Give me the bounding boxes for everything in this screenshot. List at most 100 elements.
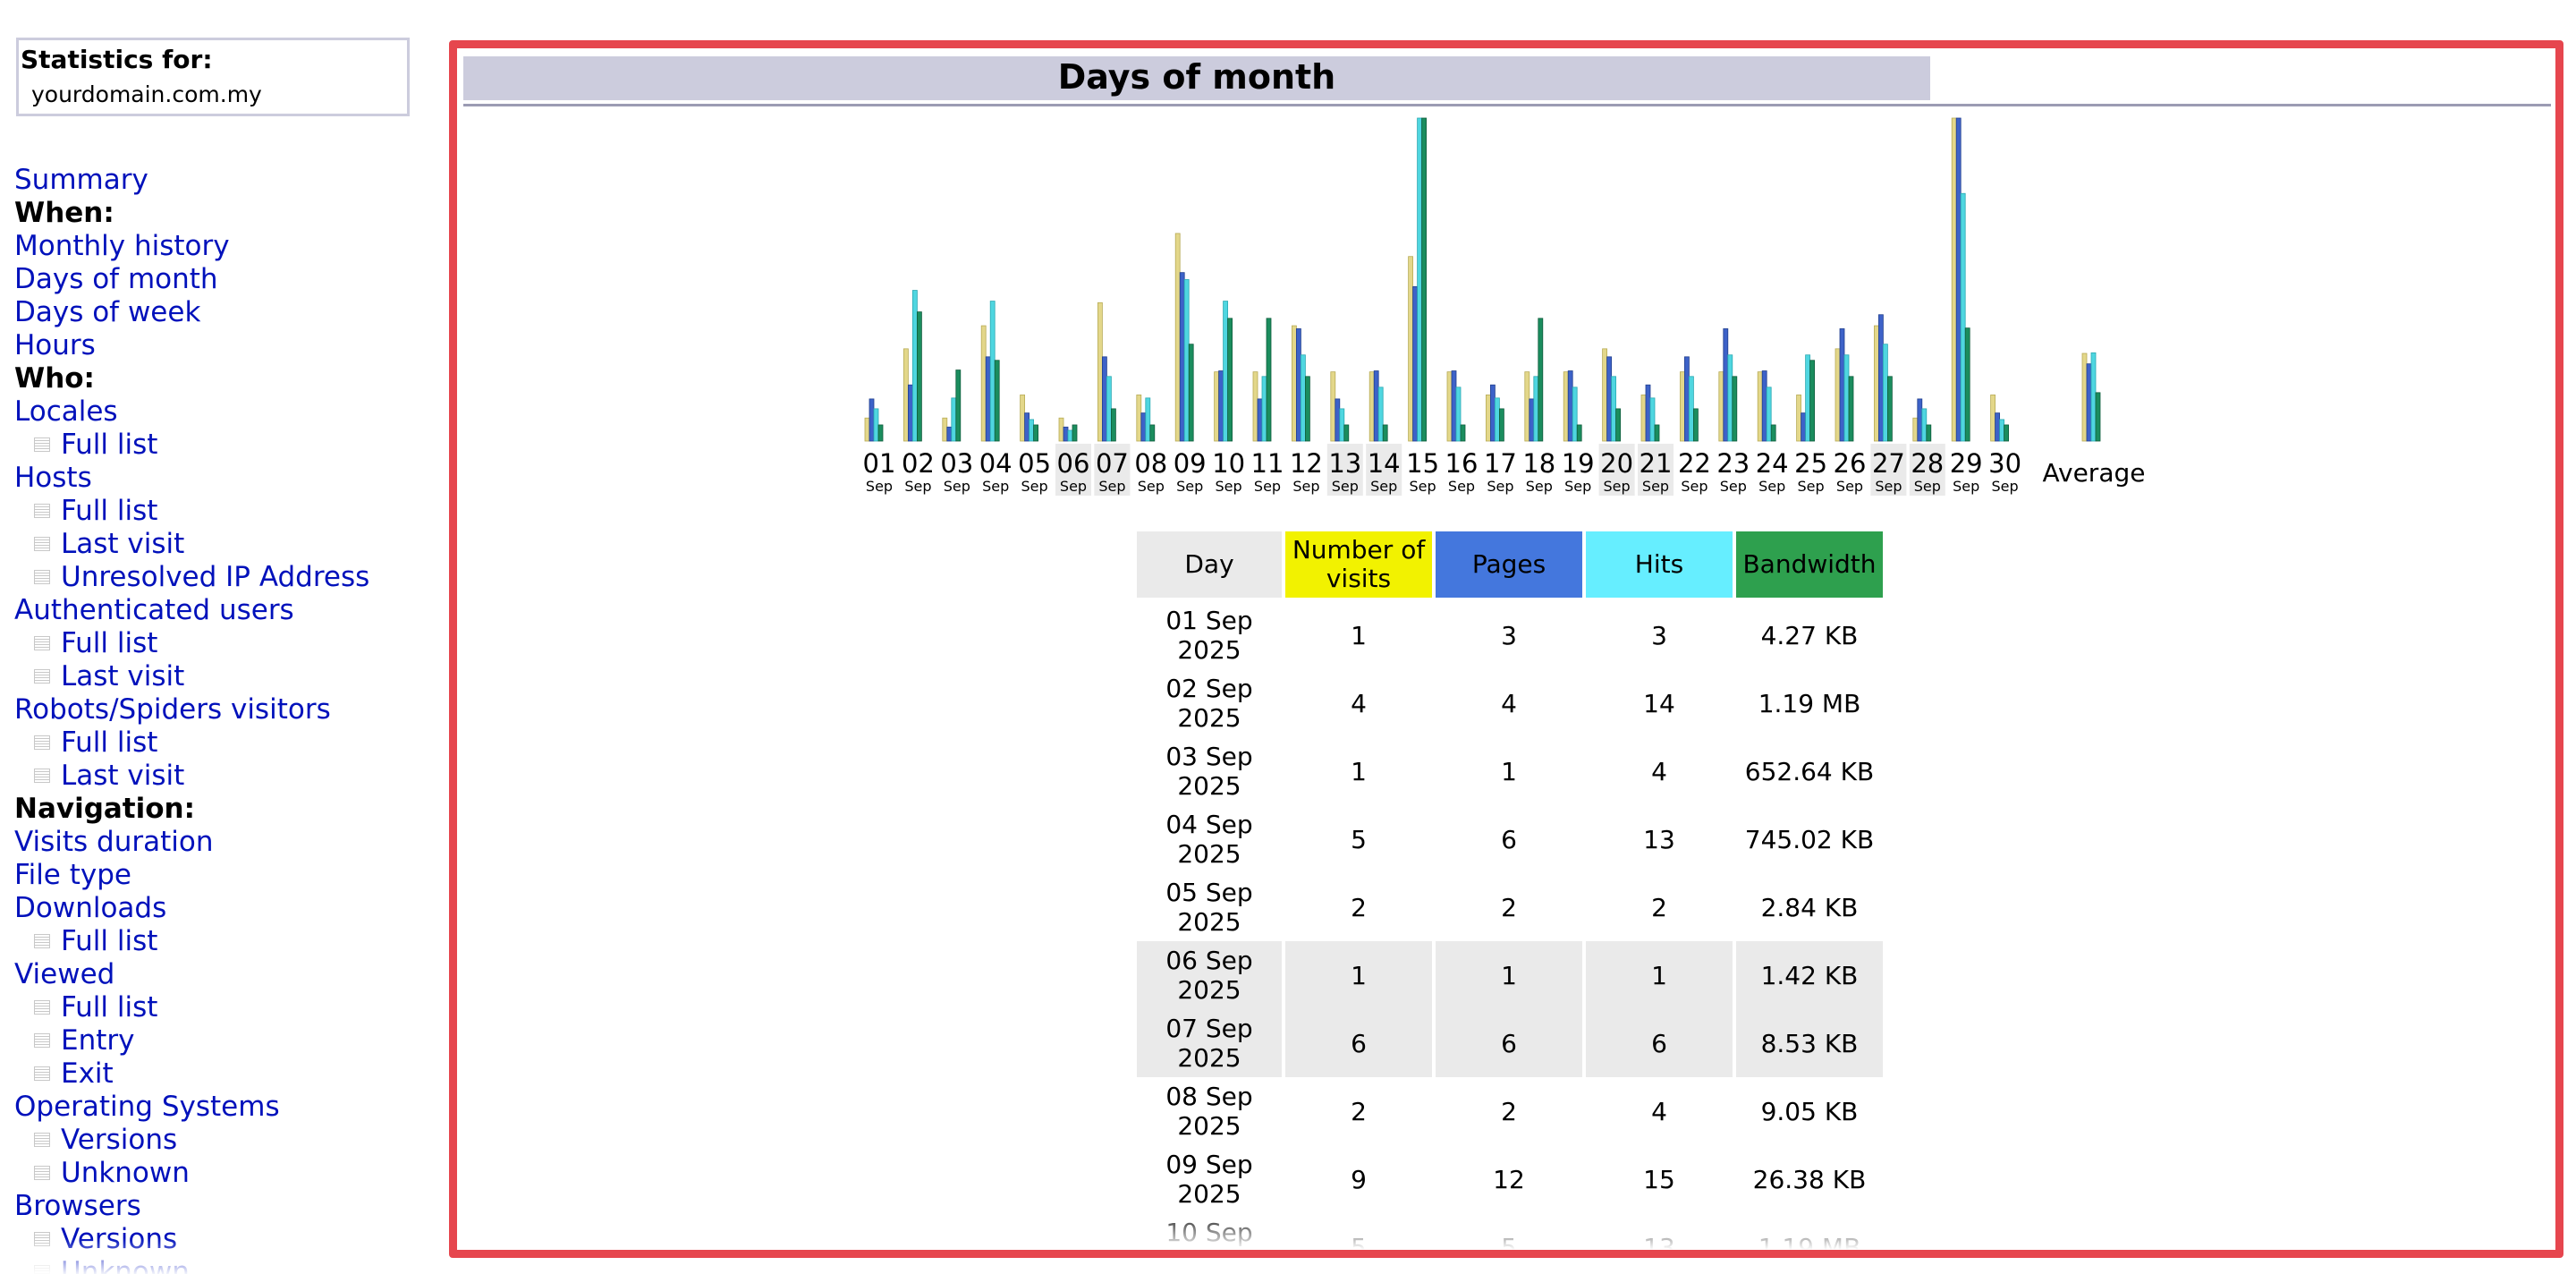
menu-os-versions-link[interactable]: Versions (61, 1124, 178, 1156)
x-tick-sublabel: Sep (1720, 478, 1747, 495)
main-content: Days of month 01 Sep 02 Sep 03 Sep 04 Sep 05 Sep 0… (449, 40, 2563, 1258)
menu-auth-full-list-link[interactable]: Full list (61, 627, 158, 659)
bar-day-13-hits (1339, 408, 1345, 442)
bar-day-22-hits (1689, 376, 1694, 442)
list-bullet-icon (34, 503, 50, 518)
menu-browsers[interactable]: Browsers (14, 1190, 369, 1223)
bar-day-30-pages (1995, 412, 2000, 442)
column-header: Bandwidth (1736, 531, 1883, 601)
menu-viewed-exit[interactable]: Exit (14, 1057, 369, 1091)
menu-file-type-link[interactable]: File type (14, 859, 131, 891)
menu-robots-full-list[interactable]: Full list (14, 726, 369, 760)
menu-hosts-link[interactable]: Hosts (14, 462, 92, 494)
menu-locales[interactable]: Locales (14, 395, 369, 429)
bar-day-12-bandwidth (1305, 376, 1310, 442)
menu-hosts-unresolved-ip-link[interactable]: Unresolved IP Address (61, 561, 370, 593)
menu-hours[interactable]: Hours (14, 329, 369, 362)
bar-day-23-hits (1727, 354, 1733, 442)
menu-locales-full-list-link[interactable]: Full list (61, 429, 158, 461)
bar-day-07-number-of-visits (1097, 302, 1103, 442)
bar-day-13-pages (1335, 398, 1341, 442)
menu-file-type[interactable]: File type (14, 859, 369, 892)
days-of-month-table: Day Number of visits Pages Hits Bandwidth 01… (1133, 531, 1886, 1250)
x-tick-label: 17 (1484, 448, 1517, 479)
menu-summary[interactable]: Summary (14, 164, 369, 197)
bar-day-22-number-of-visits (1680, 371, 1685, 442)
menu-days-of-month[interactable]: Days of month (14, 263, 369, 296)
domain-name: yourdomain.com.my (31, 81, 262, 107)
menu-hosts-last-visit-link[interactable]: Last visit (61, 528, 185, 560)
menu-robots-full-list-link[interactable]: Full list (61, 726, 158, 759)
menu-auth-full-list[interactable]: Full list (14, 627, 369, 660)
menu-auth-last-visit[interactable]: Last visit (14, 660, 369, 693)
menu-days-of-week[interactable]: Days of week (14, 296, 369, 329)
list-bullet-icon (34, 1032, 50, 1048)
menu-os-unknown-link[interactable]: Unknown (61, 1157, 190, 1189)
bar-day-28-bandwidth (1926, 424, 1932, 442)
menu-downloads-link[interactable]: Downloads (14, 892, 167, 924)
bar-day-23-number-of-visits (1718, 371, 1724, 442)
bar-day-29-hits (1960, 192, 1966, 442)
menu-authenticated-users-link[interactable]: Authenticated users (14, 594, 294, 626)
menu-viewed-link[interactable]: Viewed (14, 958, 115, 990)
menu-operating-systems[interactable]: Operating Systems (14, 1091, 369, 1124)
x-tick-label: 03 (940, 448, 973, 479)
menu-locales-link[interactable]: Locales (14, 395, 118, 428)
menu-auth-last-visit-link[interactable]: Last visit (61, 660, 185, 692)
table-cell: 08 Sep 2025 (1165, 1082, 1253, 1141)
menu-hosts-full-list-link[interactable]: Full list (61, 495, 158, 527)
bar-day-04-bandwidth (994, 360, 1000, 442)
bar-day-09-pages (1179, 272, 1185, 442)
bar-day-01-pages (869, 398, 875, 442)
table-cell: 3 (1501, 620, 1517, 650)
bar-day-19-hits (1572, 386, 1578, 442)
menu-days-of-week-link[interactable]: Days of week (14, 296, 201, 328)
bar-day-25-pages (1801, 412, 1806, 442)
menu-monthly-history[interactable]: Monthly history (14, 230, 369, 263)
menu-robots-last-visit-link[interactable]: Last visit (61, 760, 185, 792)
list-bullet-icon (34, 569, 50, 584)
list-bullet-icon (34, 735, 50, 750)
menu-summary-link[interactable]: Summary (14, 164, 148, 196)
menu-viewed-full-list[interactable]: Full list (14, 991, 369, 1024)
menu-hours-link[interactable]: Hours (14, 329, 96, 361)
menu-downloads-full-list[interactable]: Full list (14, 925, 369, 958)
table-row: 08 Sep 2025 2 2 4 9.05 KB (1137, 1077, 1883, 1145)
menu-hosts-full-list[interactable]: Full list (14, 495, 369, 528)
table-cell: 1 (1351, 756, 1367, 786)
menu-viewed-full-list-link[interactable]: Full list (61, 991, 158, 1023)
menu-monthly-history-link[interactable]: Monthly history (14, 230, 230, 262)
bar-day-25-bandwidth (1809, 360, 1815, 442)
x-tick-sublabel: Sep (1176, 478, 1203, 495)
menu-downloads[interactable]: Downloads (14, 892, 369, 925)
table-cell: 5 (1351, 824, 1367, 854)
menu-viewed[interactable]: Viewed (14, 958, 369, 991)
menu-viewed-exit-link[interactable]: Exit (61, 1057, 114, 1090)
menu-os-versions[interactable]: Versions (14, 1124, 369, 1157)
menu-hosts-last-visit[interactable]: Last visit (14, 528, 369, 561)
bar-day-04-pages (985, 356, 991, 442)
menu-robots-link[interactable]: Robots/Spiders visitors (14, 693, 331, 726)
menu-robots-last-visit[interactable]: Last visit (14, 760, 369, 793)
menu-downloads-full-list-link[interactable]: Full list (61, 925, 158, 957)
menu-visits-duration-link[interactable]: Visits duration (14, 826, 214, 858)
menu-os-unknown[interactable]: Unknown (14, 1157, 369, 1190)
menu-viewed-entry[interactable]: Entry (14, 1024, 369, 1057)
menu-operating-systems-link[interactable]: Operating Systems (14, 1091, 280, 1123)
column-header: Hits (1586, 531, 1733, 601)
menu-browsers-link[interactable]: Browsers (14, 1190, 141, 1222)
x-tick-sublabel: Sep (1332, 478, 1359, 495)
menu-authenticated-users[interactable]: Authenticated users (14, 594, 369, 627)
table-row: 09 Sep 2025 9 12 15 26.38 KB (1137, 1145, 1883, 1213)
menu-hosts[interactable]: Hosts (14, 462, 369, 495)
menu-visits-duration[interactable]: Visits duration (14, 826, 369, 859)
bar-day-27-hits (1883, 344, 1888, 442)
menu-hosts-unresolved-ip[interactable]: Unresolved IP Address (14, 561, 369, 594)
menu-locales-full-list[interactable]: Full list (14, 429, 369, 462)
menu-robots[interactable]: Robots/Spiders visitors (14, 693, 369, 726)
menu-viewed-entry-link[interactable]: Entry (61, 1024, 135, 1057)
weekend-label-bg (1598, 444, 1635, 496)
bar-day-18-number-of-visits (1524, 371, 1530, 442)
bar-day-11-pages (1257, 398, 1263, 442)
menu-days-of-month-link[interactable]: Days of month (14, 263, 218, 295)
